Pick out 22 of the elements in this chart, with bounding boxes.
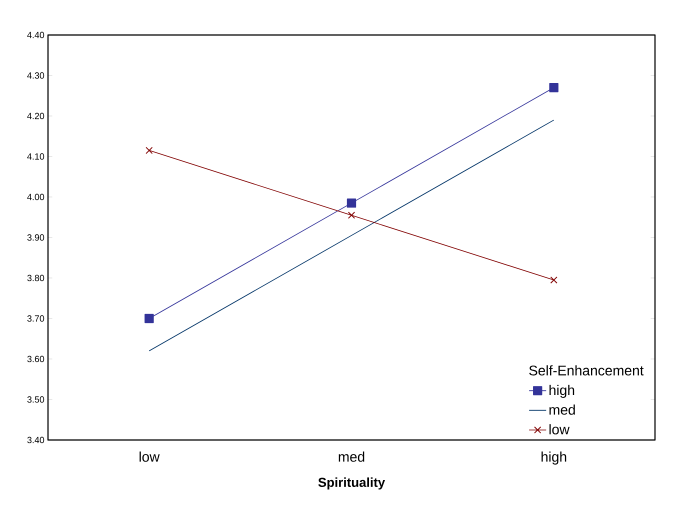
legend-label: low <box>549 424 570 434</box>
point <box>346 198 356 208</box>
x-tick-label: high <box>542 452 566 465</box>
y-tick-label: 3.80 <box>27 274 44 282</box>
y-tick-label: 4.30 <box>27 72 44 79</box>
point <box>144 314 154 324</box>
y-tick-label: 3.40 <box>27 436 44 444</box>
y-tick-label: 3.70 <box>27 315 44 322</box>
y-tick-label: 4.40 <box>27 32 44 38</box>
point <box>549 83 558 92</box>
legend-label: high <box>550 384 574 398</box>
y-tick-label: 3.90 <box>27 234 44 241</box>
y-tick-label: 4.10 <box>27 153 44 160</box>
legend-title: Self-Enhancement <box>529 365 644 376</box>
y-tick-label: 4.20 <box>27 112 44 120</box>
x-tick-label: low <box>140 452 160 462</box>
y-tick-label: 4.00 <box>27 194 44 200</box>
x-axis-title: Spirituality <box>318 477 386 490</box>
x-tick-label: med <box>338 452 364 462</box>
y-tick-label: 3.60 <box>27 356 44 362</box>
y-tick-label: 3.50 <box>27 396 44 403</box>
legend-label: med <box>549 404 575 415</box>
